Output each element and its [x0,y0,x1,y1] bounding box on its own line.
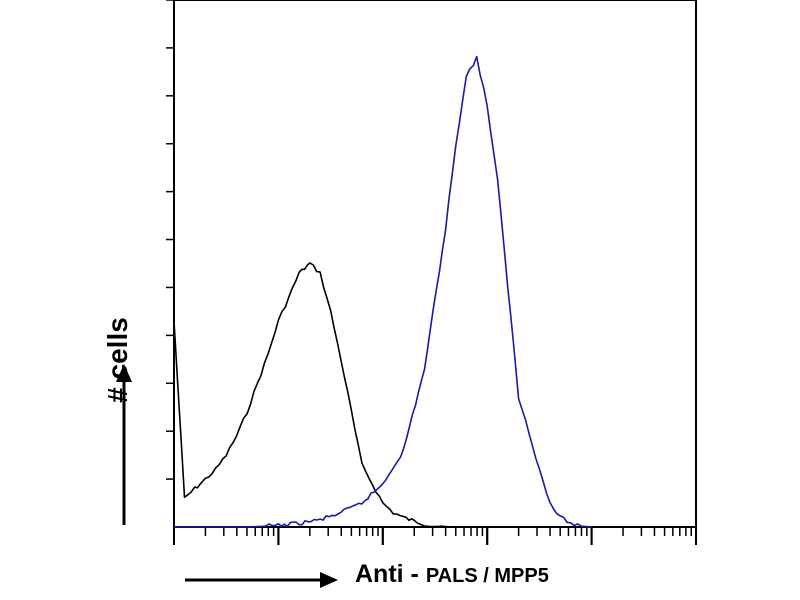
series-line-1 [173,262,488,528]
series-layer [173,55,592,528]
y-axis-ticks [166,0,174,480]
x-axis-label-target: PALS / MPP5 [425,565,549,587]
x-axis-ticks [173,527,697,545]
plot-frame [173,0,697,528]
x-axis-label: Anti - PALS / MPP5 [355,560,549,589]
x-axis-arrow [185,572,338,588]
series-line-2 [174,55,592,528]
x-axis-label-prefix: Anti - [355,560,426,588]
y-axis-label: # cells [102,317,133,403]
y-axis-arrow [116,364,132,525]
